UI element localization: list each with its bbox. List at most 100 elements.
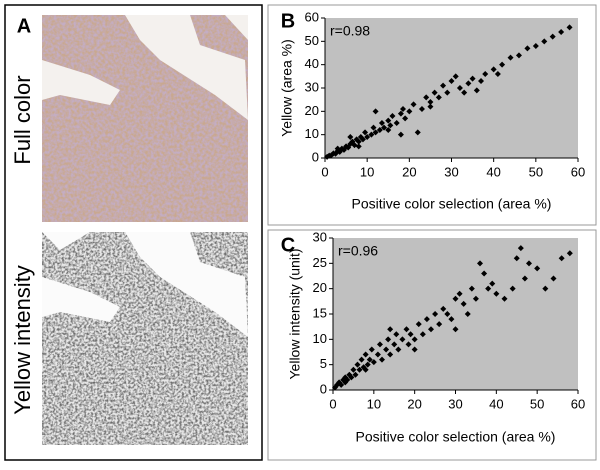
point [368,131,375,138]
point [452,73,459,80]
x-tick-label: 30 [444,164,458,179]
point [393,120,400,126]
point [473,87,480,94]
point [399,336,406,343]
point [477,260,483,267]
point [494,71,501,77]
point [464,311,471,317]
point [566,24,573,31]
x-tick-label: 20 [402,164,416,179]
point [372,129,379,136]
x-tick-label: 60 [571,164,585,179]
point [354,361,361,368]
point [406,108,413,115]
y-axis-label: Yellow intensity (unit) [287,249,303,380]
y-tick-label: 30 [305,79,319,94]
point [347,134,354,140]
x-tick-label: 0 [329,396,336,411]
point [376,127,383,133]
point [342,379,349,386]
y-tick-label: 10 [305,126,319,141]
point [405,341,412,348]
y-tick-label: 5 [320,356,327,371]
point [440,82,447,89]
point [395,346,402,353]
point [362,366,369,373]
point [389,113,396,119]
x-axis-label: Positive color selection (area %) [356,429,556,445]
point [489,280,496,287]
point [432,311,439,317]
point [427,99,434,105]
point [385,117,392,124]
point [469,75,476,82]
point [362,351,369,358]
y-tick-label: 0 [312,149,319,164]
point [402,115,409,122]
y-axis-label: Yellow (area %) [279,39,295,137]
point [415,321,422,328]
point [558,29,565,35]
point [448,316,455,323]
point [435,94,442,101]
point [411,336,418,343]
point [526,260,532,267]
y-tick-label: 20 [313,280,327,295]
point [440,305,447,312]
plot-area [333,238,578,390]
image-label: Full color [10,75,35,164]
x-tick-label: 10 [367,396,381,411]
point [524,45,531,52]
y-tick-label: 10 [313,331,327,346]
point [431,89,438,96]
y-tick-label: 60 [305,9,319,24]
x-tick-label: 50 [529,164,543,179]
point [521,275,528,282]
point [428,326,434,333]
x-tick-label: 50 [530,396,544,411]
point [397,131,404,138]
point [378,120,385,126]
point [366,356,373,363]
point [379,356,385,363]
point [407,331,414,338]
point [355,143,362,150]
point [374,351,381,358]
annotation: r=0.98 [330,23,370,39]
point [338,381,345,388]
point [427,103,434,110]
point [370,124,377,131]
x-tick-label: 0 [321,164,328,179]
point [468,285,475,292]
point [368,346,375,353]
point [410,101,417,108]
annotation: r=0.96 [338,243,378,259]
point [400,106,407,112]
point [364,134,371,140]
yellow-intensity-image [42,232,248,445]
point [465,80,472,87]
image-label: Yellow intensity [10,265,35,415]
point [397,110,404,117]
x-tick-label: 40 [486,164,500,179]
point [472,295,479,302]
point [452,326,459,333]
point [372,108,379,115]
point [461,89,468,96]
y-tick-label: 20 [305,103,319,118]
y-tick-label: 40 [305,56,319,71]
point [515,52,522,59]
point [452,295,459,302]
point [350,366,357,373]
point [456,85,463,91]
point [550,275,557,282]
panel-label: A [17,15,31,37]
x-tick-label: 10 [360,164,374,179]
point [393,331,400,338]
point [482,71,489,77]
y-tick-label: 25 [313,255,327,270]
point [507,54,514,61]
point [541,38,548,45]
point [448,78,455,84]
